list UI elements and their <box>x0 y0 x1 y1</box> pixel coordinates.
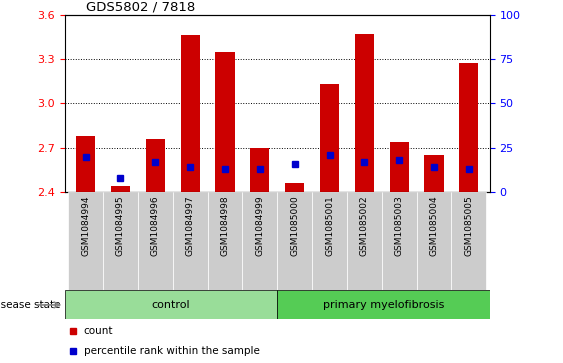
Bar <box>68 192 103 290</box>
Text: GSM1085002: GSM1085002 <box>360 195 369 256</box>
Bar <box>251 148 270 192</box>
Text: control: control <box>151 300 190 310</box>
Text: primary myelofibrosis: primary myelofibrosis <box>323 300 444 310</box>
Bar <box>243 192 278 290</box>
Text: GSM1084995: GSM1084995 <box>116 195 125 256</box>
Bar <box>390 142 409 192</box>
Bar <box>459 64 479 192</box>
Bar <box>382 192 417 290</box>
Bar <box>103 192 138 290</box>
Text: GSM1085005: GSM1085005 <box>464 195 473 256</box>
Text: GSM1085003: GSM1085003 <box>395 195 404 256</box>
Bar <box>208 192 243 290</box>
Bar <box>425 155 444 192</box>
Bar <box>138 192 173 290</box>
Text: GSM1084998: GSM1084998 <box>221 195 230 256</box>
Text: GSM1085000: GSM1085000 <box>290 195 299 256</box>
Text: percentile rank within the sample: percentile rank within the sample <box>84 346 260 356</box>
Text: GSM1085001: GSM1085001 <box>325 195 334 256</box>
Bar <box>347 192 382 290</box>
Bar <box>173 192 208 290</box>
Bar <box>216 52 235 192</box>
FancyBboxPatch shape <box>278 290 490 319</box>
Bar <box>320 84 339 192</box>
Text: GSM1084996: GSM1084996 <box>151 195 160 256</box>
Bar <box>181 35 200 192</box>
Bar <box>278 192 312 290</box>
Bar <box>285 184 304 192</box>
Bar <box>111 187 130 192</box>
Text: GSM1084994: GSM1084994 <box>81 195 90 256</box>
Text: GSM1085004: GSM1085004 <box>430 195 439 256</box>
Bar <box>355 34 374 192</box>
Text: GSM1084999: GSM1084999 <box>256 195 265 256</box>
Bar <box>417 192 452 290</box>
FancyBboxPatch shape <box>65 290 278 319</box>
Bar <box>146 139 165 192</box>
Text: GSM1084997: GSM1084997 <box>186 195 195 256</box>
Bar <box>312 192 347 290</box>
Bar <box>76 136 95 192</box>
Text: count: count <box>84 326 113 336</box>
Text: GDS5802 / 7818: GDS5802 / 7818 <box>86 0 195 13</box>
Bar <box>452 192 486 290</box>
Text: disease state: disease state <box>0 300 60 310</box>
